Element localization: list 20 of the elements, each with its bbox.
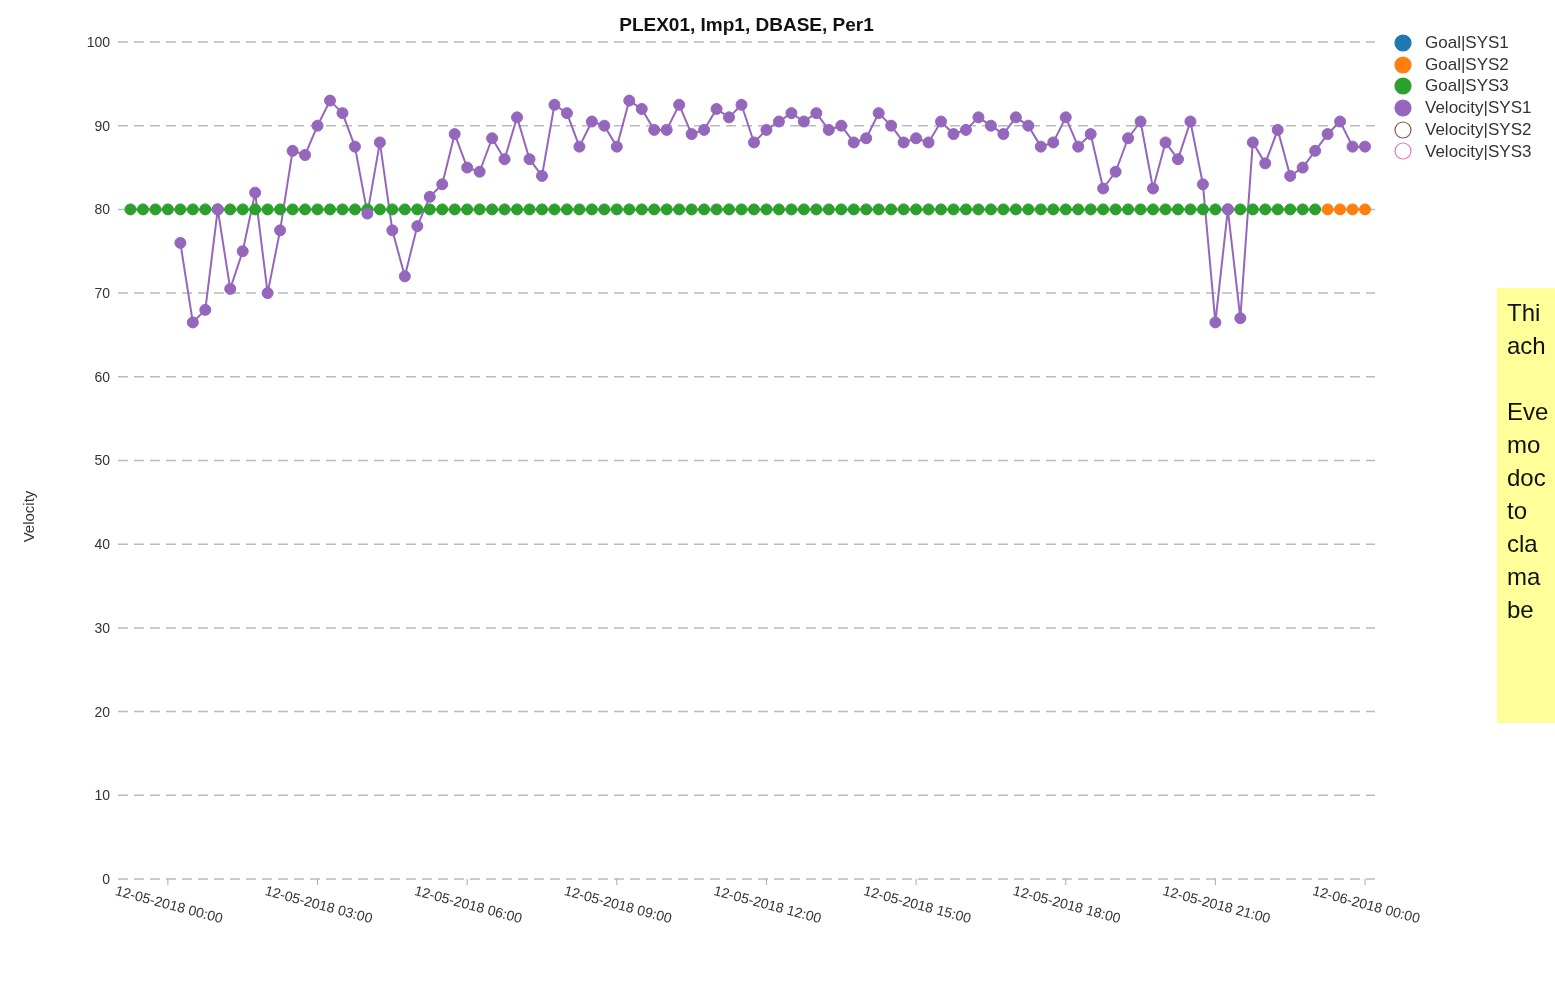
legend-label: Velocity|SYS1 <box>1425 97 1532 119</box>
y-axis-title: Velocity <box>19 489 37 545</box>
y-tick-label: 30 <box>94 619 111 636</box>
legend-label: Goal|SYS1 <box>1425 32 1509 54</box>
y-tick-label: 60 <box>94 368 111 385</box>
y-tick-label: 10 <box>94 787 111 804</box>
y-tick-label: 80 <box>94 201 111 218</box>
y-tick-label: 40 <box>94 536 111 553</box>
y-tick-label: 70 <box>94 285 111 302</box>
legend-label: Velocity|SYS3 <box>1425 140 1532 163</box>
y-tick-label: 0 <box>102 870 111 887</box>
legend-label: Goal|SYS3 <box>1425 75 1509 98</box>
text: Thi ach Eve mo doc to cla ma be <box>1507 299 1549 623</box>
y-tick-label: 50 <box>94 452 111 469</box>
y-tick-label: 90 <box>94 117 111 134</box>
y-tick-label: 100 <box>86 33 111 50</box>
y-tick-label: 20 <box>94 703 111 720</box>
chart-title: PLEX01, Imp1, DBASE, Per1 <box>618 14 875 36</box>
legend-label: Goal|SYS2 <box>1425 53 1509 76</box>
legend-label: Velocity|SYS2 <box>1425 118 1532 141</box>
